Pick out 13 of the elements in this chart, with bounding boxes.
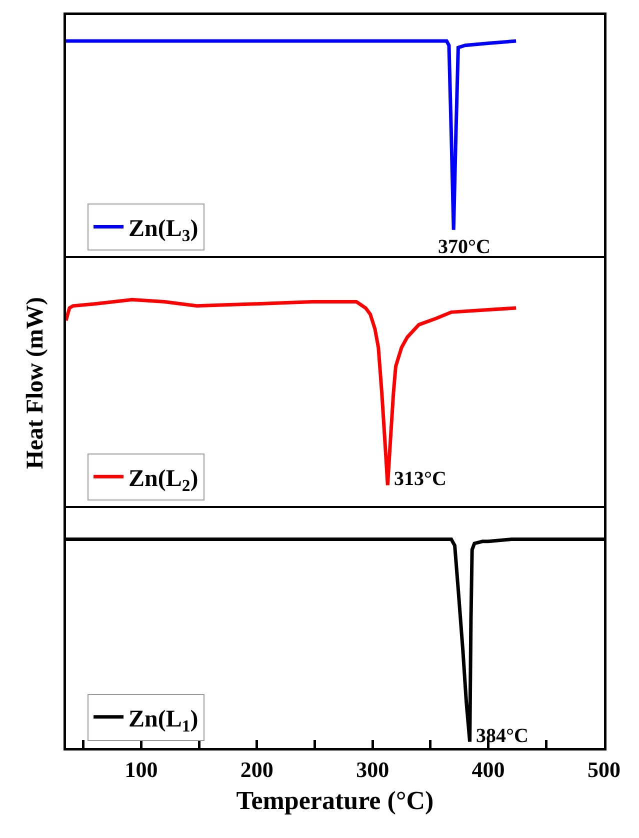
legend-label: Zn(L$_{1}$) <box>128 706 198 736</box>
x-tick-label: 200 <box>240 756 274 782</box>
x-axis-title: Temperature (°C) <box>236 786 434 815</box>
annotation: 370°C <box>438 236 490 258</box>
x-tick-label: 300 <box>356 756 390 782</box>
x-tick-label: 500 <box>588 756 620 782</box>
annotation: 384°C <box>476 725 528 747</box>
x-tick-label: 100 <box>124 756 158 782</box>
legend-label: Zn(L$_{3}$) <box>128 216 198 246</box>
y-axis-title: Heat Flow (mW) <box>22 297 48 469</box>
legend-label: Zn(L$_{2}$) <box>128 466 198 495</box>
x-tick-label: 400 <box>472 756 505 782</box>
annotation: 313°C <box>394 468 446 490</box>
